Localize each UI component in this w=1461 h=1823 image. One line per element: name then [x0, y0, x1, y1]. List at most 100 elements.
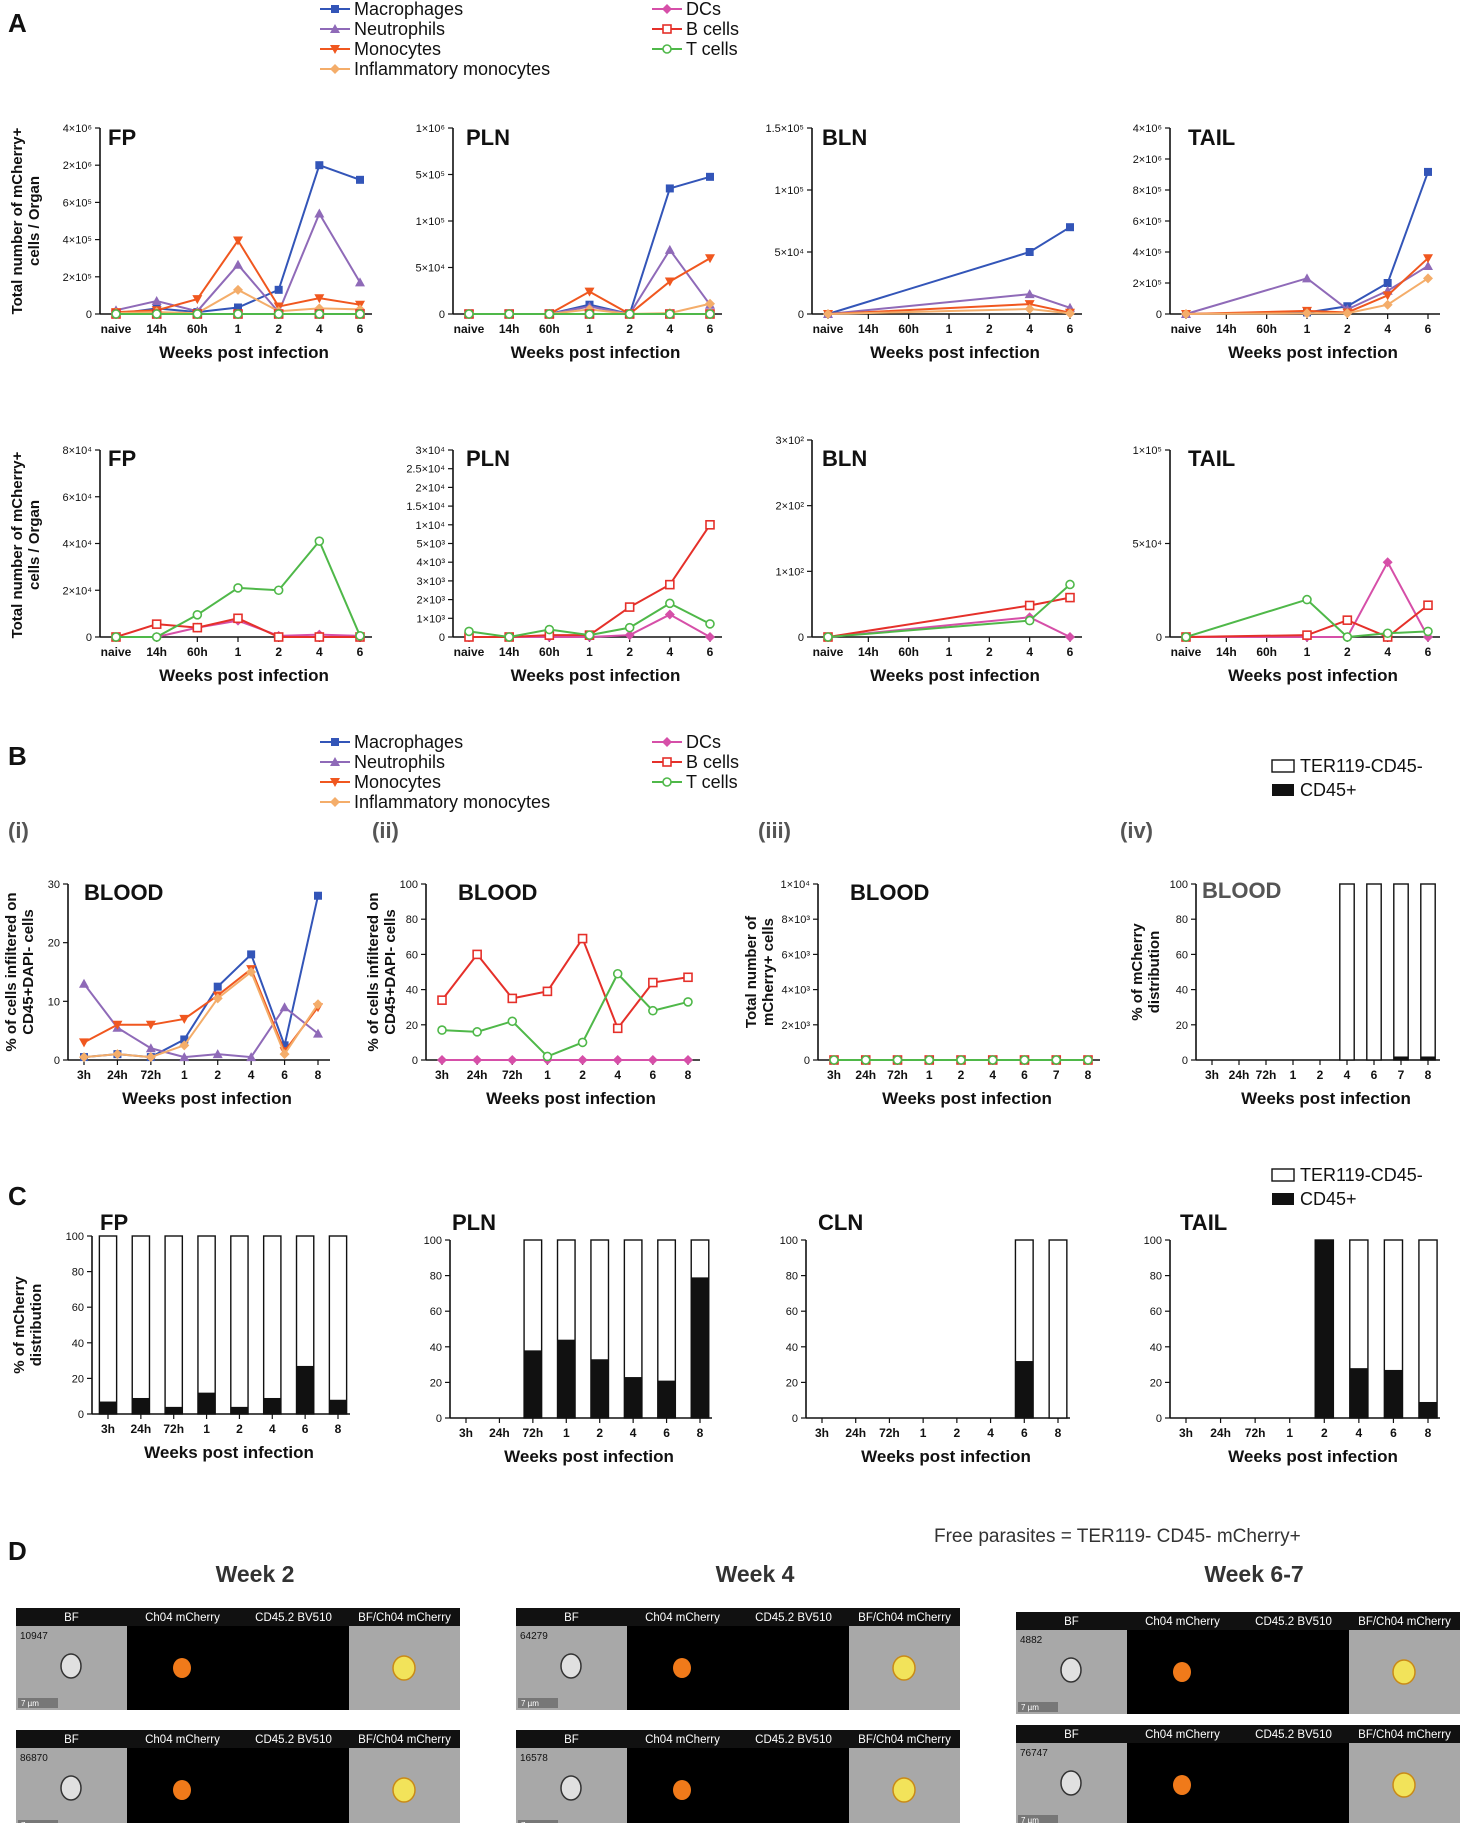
week-label: Week 2 — [216, 1561, 295, 1587]
y-axis-title: CD45+DAPI- cells — [20, 909, 37, 1034]
marker-inflammatory-monocytes — [212, 993, 223, 1004]
chart-title: CLN — [818, 1210, 863, 1235]
chart-c-cln: 0 20 40 60 80 100 3h 24h 72h 1 2 4 6 8 Weeks post infe… — [780, 1210, 1070, 1466]
chart-title: FP — [108, 446, 136, 471]
y-tick-label: 0 — [86, 309, 92, 321]
bar-cd45-pos — [1015, 1361, 1034, 1418]
y-tick-label: 60 — [72, 1302, 84, 1314]
marker-inflammatory-monocytes — [279, 1049, 290, 1060]
marker-t-cells — [665, 309, 675, 319]
x-tick-label: 3h — [1205, 1068, 1219, 1082]
channel-label: BF — [64, 1734, 79, 1746]
legend-entry-b-cells: B cells — [652, 752, 739, 772]
legend-entry-dcs: DCs — [652, 0, 721, 19]
y-tick-label: 8×10³ — [782, 914, 811, 926]
x-tick-label: 7 — [1053, 1068, 1060, 1082]
x-tick-label: naive — [101, 645, 132, 659]
x-tick-label: 24h — [1229, 1068, 1250, 1082]
cell-brightfield — [560, 1653, 582, 1679]
marker-macrophages — [180, 1035, 189, 1044]
y-tick-label: 0 — [792, 1413, 798, 1425]
y-tick-label: 3×10³ — [417, 576, 446, 588]
marker-dcs — [577, 1055, 588, 1065]
image-strip: BF Ch04 mCherry CD45.2 BV510 BF/Ch04 mCherr… — [516, 1730, 960, 1823]
x-axis-title: Weeks post infection — [122, 1089, 292, 1108]
marker-monocytes — [112, 1020, 123, 1030]
y-tick-label: 5×10⁴ — [415, 263, 445, 275]
chart-a-bottom-tail: 0 5×10⁴ 1×10⁵ naive 14h 60h 1 2 4 6 Weeks post inf… — [1132, 445, 1440, 685]
x-tick-label: 6 — [357, 322, 364, 336]
y-tick-label: 1×10⁵ — [416, 216, 445, 228]
marker-b-cells — [705, 519, 715, 530]
bar-ter119-cd45-neg — [1420, 883, 1436, 1061]
marker-monocytes — [330, 45, 340, 54]
y-tick-label: 5×10⁴ — [774, 247, 804, 259]
cell-overlay — [892, 1777, 916, 1803]
marker-inflammatory-monocytes — [1024, 304, 1035, 315]
bar-cd45-pos — [524, 1350, 542, 1418]
marker-b-cells — [542, 986, 553, 997]
series-t-cells — [1181, 594, 1433, 642]
sub-label-iv: (iv) — [1120, 818, 1153, 843]
marker-t-cells — [892, 1055, 903, 1065]
legend-label: TER119-CD45- — [1300, 756, 1423, 776]
x-tick-label: 3h — [459, 1426, 473, 1440]
marker-t-cells — [705, 309, 715, 319]
chart-title: TAIL — [1188, 125, 1235, 150]
marker-t-cells — [823, 632, 833, 642]
x-tick-label: 6 — [1067, 645, 1074, 659]
marker-t-cells — [860, 1055, 871, 1065]
channel-header-bar — [516, 1730, 960, 1748]
x-axis-title: Weeks post infection — [870, 666, 1040, 685]
event-id: 64279 — [520, 1631, 548, 1642]
x-tick-label: 6 — [650, 1068, 657, 1082]
y-tick-label: 30 — [48, 879, 60, 891]
x-axis-title: Weeks post infection — [159, 666, 329, 685]
series-t-cells — [823, 579, 1075, 642]
y-tick-label: 100 — [1144, 1235, 1162, 1247]
cell-mcherry — [173, 1780, 191, 1800]
chart-c-tail: 0 20 40 60 80 100 3h 24h 72h 1 2 4 6 8 Weeks post infe… — [1144, 1210, 1440, 1466]
y-tick-label: 0 — [436, 1413, 442, 1425]
series-line — [83, 895, 319, 1059]
marker-macrophages — [331, 738, 339, 746]
x-tick-label: 24h — [131, 1422, 152, 1436]
x-axis-title: Weeks post infection — [511, 343, 681, 362]
marker-macrophages — [331, 5, 339, 13]
legend-label: T cells — [686, 39, 738, 59]
y-tick-label: 80 — [406, 914, 418, 926]
x-tick-label: 8 — [1425, 1426, 1432, 1440]
channel-label: CD45.2 BV510 — [755, 1734, 832, 1746]
series-t-cells — [829, 1055, 1093, 1065]
x-tick-label: 2 — [1321, 1426, 1328, 1440]
y-axis-title: % of cells infiltered on — [3, 892, 20, 1051]
marker-neutrophils — [664, 244, 675, 254]
x-tick-label: 4 — [1026, 322, 1033, 336]
y-tick-label: 100 — [400, 879, 418, 891]
series-t-cells — [437, 968, 693, 1062]
chart-title: FP — [108, 125, 136, 150]
marker-dcs — [683, 1055, 693, 1065]
chart-a-top-tail: 0 2×10⁵ 4×10⁵ 6×10⁵ 8×10⁵ 2×10⁶ 4×10⁶ naive 14h 6… — [1133, 123, 1440, 362]
marker-monocytes — [145, 1020, 156, 1030]
channel-label: BF — [64, 1612, 79, 1624]
x-axis-title: Weeks post infection — [144, 1443, 314, 1462]
marker-t-cells — [273, 585, 284, 596]
x-tick-label: 8 — [335, 1422, 342, 1436]
x-tick-label: 6 — [663, 1426, 670, 1440]
x-tick-label: 72h — [523, 1426, 544, 1440]
x-tick-label: 72h — [879, 1426, 900, 1440]
marker-t-cells — [1302, 594, 1312, 605]
channel-label: Ch04 mCherry — [145, 1734, 220, 1746]
marker-macrophages — [665, 184, 674, 193]
marker-t-cells — [1051, 1055, 1062, 1065]
y-tick-label: 2×10² — [776, 501, 805, 513]
x-tick-label: 14h — [146, 322, 167, 336]
panel-label-c: C — [8, 1181, 27, 1211]
marker-dcs — [1382, 557, 1393, 568]
bar-ter119-cd45-neg — [98, 1235, 118, 1415]
x-tick-label: 4 — [989, 1068, 996, 1082]
cd45-tile — [238, 1748, 349, 1823]
legend-swatch-black — [1272, 1193, 1294, 1205]
bar-cd45-pos — [1393, 1056, 1409, 1060]
